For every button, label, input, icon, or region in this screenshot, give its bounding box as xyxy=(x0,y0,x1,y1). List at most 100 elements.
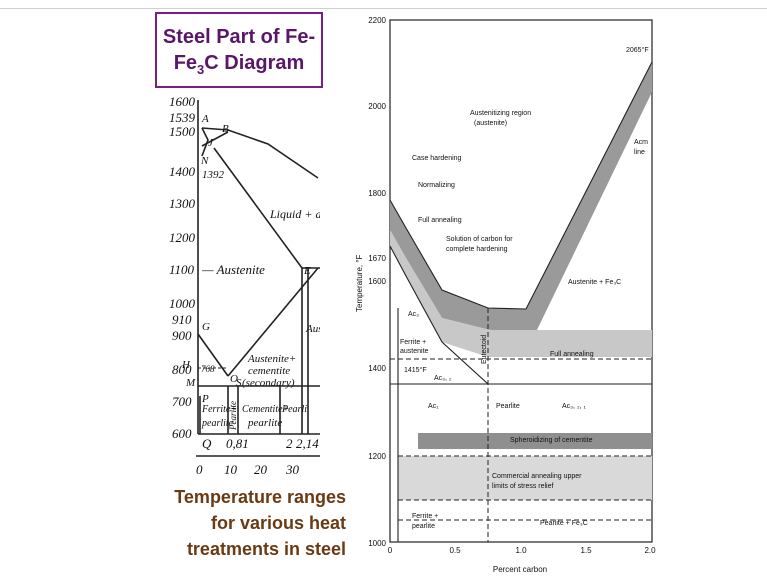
lbl-ferrite-aust-1: Ferrite + xyxy=(400,339,426,346)
lbl-1415: 1415°F xyxy=(404,366,427,374)
caption-line-1: Temperature ranges xyxy=(174,487,346,507)
xtick-15: 1.5 xyxy=(580,546,592,555)
caption-line-2: for various heat xyxy=(210,513,346,533)
lbl-ac321: Ac₃, ₂, ₁ xyxy=(562,403,587,410)
lbl-ac1: Ac₁ xyxy=(428,403,439,410)
caption-line-3: treatments in steel xyxy=(186,539,346,559)
xtick-10: 10 xyxy=(224,462,238,477)
caption: Temperature ranges for various heat trea… xyxy=(150,484,346,562)
lbl-ac32: Ac₃, ₂ xyxy=(434,375,452,382)
pt-n: N xyxy=(200,155,209,167)
ytick-600: 600 xyxy=(172,426,192,441)
ytick-1400: 1400 xyxy=(169,164,196,179)
ytick-1000: 1000 xyxy=(368,539,386,548)
lbl-spheroidizing: Spheroidizing of cementite xyxy=(510,437,593,444)
lbl-pearl-r: Pearli xyxy=(281,404,307,415)
ytick-1200: 1200 xyxy=(368,452,386,461)
pt-o: O xyxy=(230,373,238,385)
x-axis-label: Percent carbon xyxy=(493,565,547,574)
lbl-eutectoid: Eutectoid xyxy=(481,335,488,364)
lbl-pearl-fe3c: Pearlite + Fe₃C xyxy=(540,520,588,527)
lbl-full-annealing: Full annealing xyxy=(418,217,462,224)
lbl-768: 768 xyxy=(201,364,215,374)
wt-2: 2 xyxy=(286,436,293,451)
heat-treatment-chart: 2200 2000 1800 1670 1600 1400 1200 1000 … xyxy=(355,16,656,574)
case-hardening-line xyxy=(389,61,653,310)
lbl-aust-fe3c: Austenite + Fe₃C xyxy=(568,279,621,286)
lbl-ferrite: Ferrite+ xyxy=(201,404,237,415)
lbl-aus-cem-1: Austenite+ xyxy=(247,353,296,365)
wt-q: Q xyxy=(202,436,212,451)
fe-fe3c-diagram: 1600 1539 1500 1400 1300 1200 1100 1000 … xyxy=(169,96,320,477)
peritectic-line xyxy=(201,131,229,147)
ytick-1800: 1800 xyxy=(368,189,386,198)
solidus-line xyxy=(213,147,303,269)
lbl-acm-2: line xyxy=(634,149,645,156)
lbl-pearlite-l: pearlite xyxy=(201,418,234,429)
lbl-acm-1: Acm xyxy=(634,139,648,146)
lbl-cem-pearl-2: pearlite xyxy=(247,417,282,429)
ytick-1600: 1600 xyxy=(169,96,196,109)
ytick-1200: 1200 xyxy=(169,230,196,245)
liquidus-line xyxy=(201,127,319,179)
pt-j: J xyxy=(208,137,214,149)
lbl-cem-pearl-1: Cementite+ xyxy=(242,404,289,415)
lbl-full-annealing-band: Full annealing xyxy=(550,351,594,358)
lbl-ferrite-aust-2: austenite xyxy=(400,348,429,355)
ytick-1000: 1000 xyxy=(169,296,196,311)
xtick-20: 20 xyxy=(254,462,268,477)
lbl-aust-region-1: Austenitizing region xyxy=(470,110,531,117)
ytick-1100: 1100 xyxy=(169,262,195,277)
ytick-910: 910 xyxy=(172,312,192,327)
delta-region-line xyxy=(201,127,209,157)
lbl-austenite: — Austenite xyxy=(201,262,265,277)
xtick-30: 30 xyxy=(285,462,300,477)
pt-p: P xyxy=(201,393,209,405)
lbl-commercial-1: Commercial annealing upper xyxy=(492,473,582,480)
top-rule xyxy=(0,8,767,9)
ytick-900: 900 xyxy=(172,328,192,343)
lbl-aus-right: Aus xyxy=(305,323,320,335)
lbl-pearlite-v: Pearlite xyxy=(228,401,238,431)
pt-g: G xyxy=(202,321,210,333)
a3-line xyxy=(197,333,229,377)
xtick-0: 0 xyxy=(196,462,203,477)
y-axis-label: Temperature, °F xyxy=(355,254,364,312)
pt-a: A xyxy=(201,113,209,125)
normalizing-band xyxy=(390,62,652,332)
lbl-liquid-aus: Liquid + au xyxy=(269,207,320,221)
ytick-2200: 2200 xyxy=(368,16,386,25)
lbl-normalizing: Normalizing xyxy=(418,182,455,189)
lbl-aus-cem-3: (secondary) xyxy=(242,377,295,389)
ytick-1670: 1670 xyxy=(368,254,386,263)
ytick-700: 700 xyxy=(172,394,192,409)
lbl-1392: 1392 xyxy=(202,169,225,181)
ytick-2000: 2000 xyxy=(368,102,386,111)
lbl-case-hardening: Case hardening xyxy=(412,155,462,162)
lbl-solution-1: Solution of carbon for xyxy=(446,236,513,243)
spheroidizing-band xyxy=(418,433,652,449)
pt-s: S xyxy=(236,377,242,389)
pt-b: B xyxy=(222,123,229,135)
pt-e: E xyxy=(303,265,311,277)
ytick-1400: 1400 xyxy=(368,364,386,373)
lbl-solution-2: complete hardening xyxy=(446,246,508,253)
title-line-1: Steel Part of Fe- xyxy=(162,26,316,48)
xtick-05: 0.5 xyxy=(449,546,461,555)
title-line-2: Fe3C Diagram xyxy=(173,52,305,77)
ytick-800: 800 xyxy=(172,362,192,377)
full-annealing-band xyxy=(390,230,652,357)
xtick-0: 0 xyxy=(388,546,393,555)
lbl-commercial-2: limits of stress relief xyxy=(492,483,554,490)
wt-081: 0,81 xyxy=(226,436,249,451)
ytick-1539: 1539 xyxy=(169,110,196,125)
ytick-1500: 1500 xyxy=(169,124,196,139)
slide-title: Steel Part of Fe- Fe3C Diagram xyxy=(155,12,323,88)
lbl-ferrite-pearl-2: pearlite xyxy=(412,523,435,530)
xtick-20: 2.0 xyxy=(644,546,656,555)
ytick-1300: 1300 xyxy=(169,196,196,211)
commercial-annealing-band xyxy=(398,456,652,500)
acm-line xyxy=(227,267,319,377)
pt-h: H xyxy=(181,359,191,371)
ac3-line xyxy=(389,245,489,385)
